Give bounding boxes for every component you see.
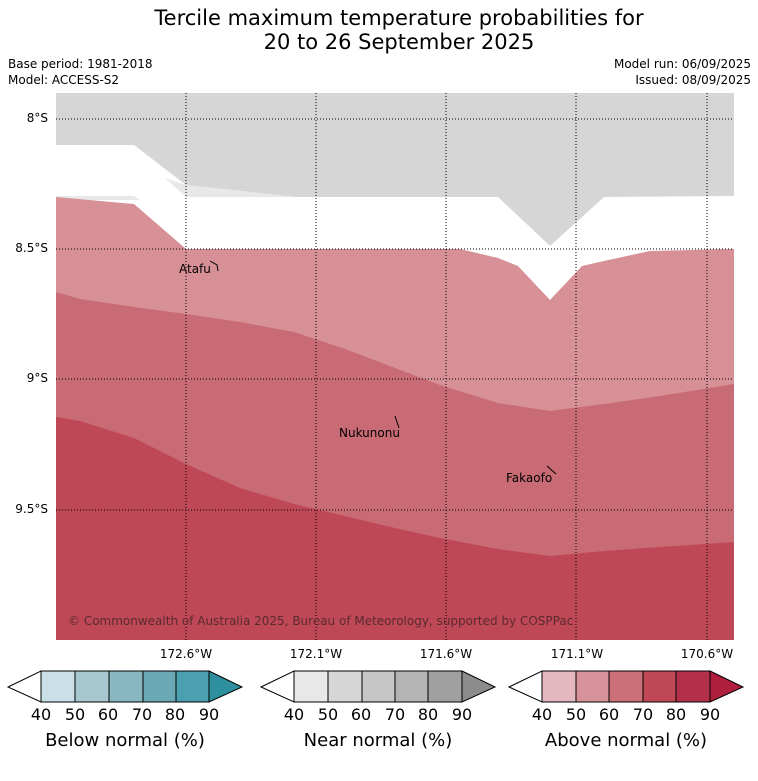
cbar-near-tick-70: 70: [384, 705, 406, 724]
lat-label-9S: 9°S: [26, 371, 48, 385]
lon-label-170.6W: 170.6°W: [680, 647, 734, 661]
place-fakaofo: Fakaofo: [506, 471, 553, 485]
colorbar-near-normal: [259, 670, 497, 703]
lon-label-172.6W: 172.6°W: [159, 647, 213, 661]
base-period-text: Base period: 1981-2018: [8, 57, 153, 71]
atafu-island: [209, 260, 219, 272]
cbar-near-tick-90: 90: [451, 705, 473, 724]
cbar-near-tick-60: 60: [350, 705, 372, 724]
cbar-near-tick-80: 80: [417, 705, 439, 724]
cbar-above-tick-50: 50: [565, 705, 587, 724]
colorbar-below-normal: [6, 670, 244, 703]
nukunonu-island: [394, 415, 400, 429]
cbar-above-tick-90: 90: [699, 705, 721, 724]
map-title-line1: Tercile maximum temperature probabilitie…: [154, 6, 644, 30]
model-run-text: Model run: 06/09/2025: [613, 57, 751, 71]
near-normal-region: [56, 93, 734, 246]
cbar-above-tick-80: 80: [665, 705, 687, 724]
copyright-text: © Commonwealth of Australia 2025, Bureau…: [68, 614, 574, 628]
place-nukunonu: Nukunonu: [339, 426, 400, 440]
cbar-below-tick-90: 90: [198, 705, 220, 724]
lat-label-8.5S: 8.5°S: [15, 241, 48, 255]
lon-label-172.1W: 172.1°W: [289, 647, 343, 661]
fakaofo-island: [546, 465, 557, 475]
cbar-near-tick-50: 50: [317, 705, 339, 724]
cbar-below-tick-60: 60: [97, 705, 119, 724]
cbar-above-tick-40: 40: [531, 705, 553, 724]
gridlines: [56, 93, 734, 640]
lat-label-8S: 8°S: [26, 111, 48, 125]
model-text: Model: ACCESS-S2: [8, 73, 120, 87]
cbar-below-label: Below normal (%): [45, 730, 205, 751]
place-atafu: Atafu: [179, 262, 211, 276]
cbar-above-tick-60: 60: [598, 705, 620, 724]
cbar-above-tick-70: 70: [632, 705, 654, 724]
cbar-below-tick-80: 80: [164, 705, 186, 724]
above-70-80-region: [56, 417, 734, 640]
issued-text: Issued: 08/09/2025: [635, 73, 751, 87]
near-normal-light-region: [165, 178, 296, 197]
cbar-below-tick-50: 50: [64, 705, 86, 724]
cbar-above-label: Above normal (%): [544, 730, 708, 751]
lon-label-171.1W: 171.1°W: [550, 647, 604, 661]
map-title-line2: 20 to 26 September 2025: [263, 30, 535, 54]
lat-label-9.5S: 9.5°S: [15, 502, 48, 516]
colorbar-above-normal: [507, 670, 745, 703]
lon-label-171.6W: 171.6°W: [419, 647, 473, 661]
cbar-below-tick-70: 70: [131, 705, 153, 724]
cbar-below-tick-40: 40: [30, 705, 52, 724]
cbar-near-label: Near normal (%): [303, 730, 453, 751]
cbar-near-tick-40: 40: [283, 705, 305, 724]
